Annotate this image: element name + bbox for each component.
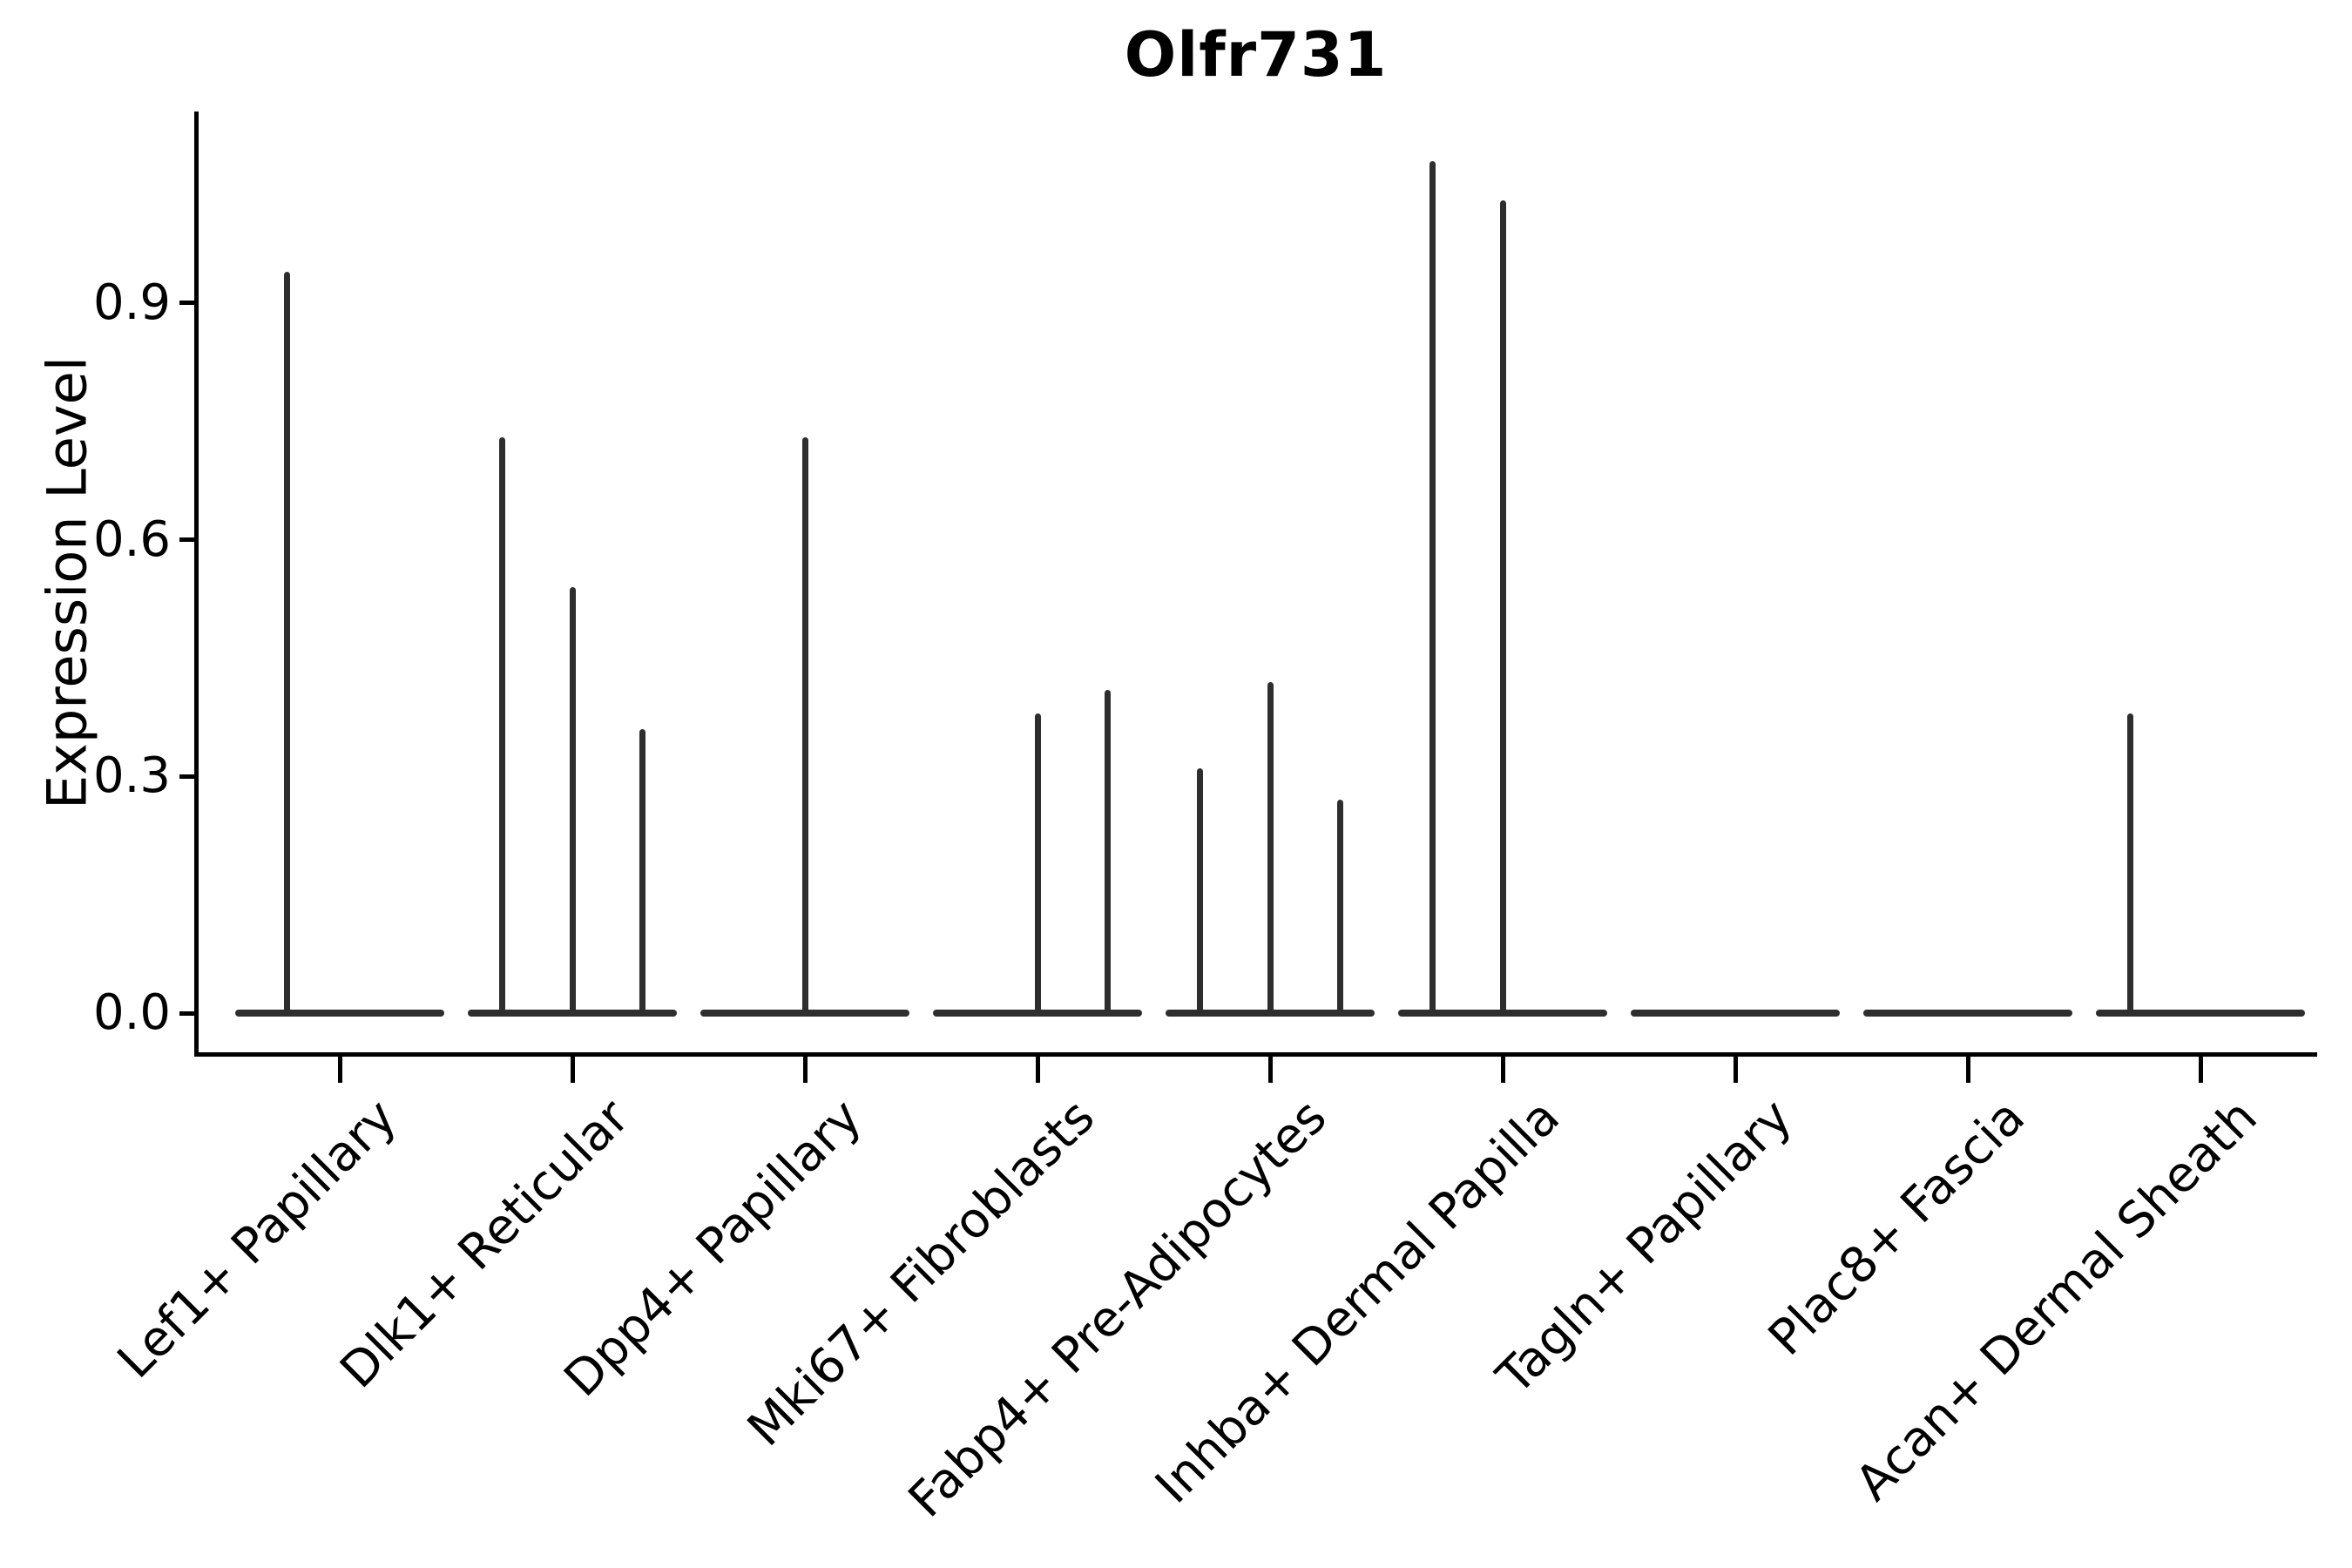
x-axis-spine bbox=[194, 1052, 2317, 1057]
chart-title: Olfr731 bbox=[1124, 19, 1388, 91]
y-tick-label: 0.6 bbox=[92, 510, 171, 568]
violin-spike bbox=[1499, 200, 1506, 1017]
violin-spike bbox=[639, 728, 645, 1017]
violin-spike bbox=[1034, 713, 1041, 1017]
violin-baseline bbox=[1631, 1010, 1840, 1017]
x-tick bbox=[1267, 1055, 1273, 1083]
violin-spike bbox=[1429, 160, 1436, 1017]
y-tick-label: 0.0 bbox=[92, 984, 171, 1041]
violin-spike bbox=[284, 271, 291, 1017]
y-tick-label: 0.9 bbox=[92, 274, 171, 331]
violin-baseline bbox=[2096, 1010, 2305, 1017]
x-tick bbox=[2198, 1055, 2203, 1083]
y-tick-label: 0.3 bbox=[92, 747, 171, 805]
x-tick bbox=[570, 1055, 575, 1083]
violin-spike bbox=[801, 436, 808, 1017]
x-tick bbox=[1035, 1055, 1040, 1083]
violin-baseline bbox=[235, 1010, 444, 1017]
y-tick bbox=[179, 537, 197, 543]
y-axis-spine bbox=[194, 112, 199, 1057]
violin-baseline bbox=[1863, 1010, 2072, 1017]
y-axis-label: Expression Level bbox=[35, 356, 99, 809]
x-tick bbox=[1500, 1055, 1505, 1083]
x-tick-label: Inhba+ Dermal Papilla bbox=[1145, 1088, 1571, 1515]
x-tick-label: Acan+ Dermal Sheath bbox=[1845, 1088, 2268, 1512]
y-tick bbox=[179, 1010, 197, 1016]
x-tick bbox=[337, 1055, 342, 1083]
violin-spike bbox=[1336, 800, 1343, 1017]
violin-spike bbox=[499, 436, 506, 1017]
violin-spike bbox=[2127, 713, 2134, 1017]
y-tick bbox=[179, 774, 197, 779]
x-tick-label: Fabp4+ Pre-Adipocytes bbox=[898, 1088, 1338, 1529]
violin-spike bbox=[1267, 681, 1274, 1017]
x-tick bbox=[1733, 1055, 1738, 1083]
y-tick bbox=[179, 301, 197, 306]
violin-spike bbox=[1197, 768, 1204, 1017]
violin-spike bbox=[569, 586, 576, 1017]
x-tick bbox=[802, 1055, 808, 1083]
x-tick bbox=[1965, 1055, 1970, 1083]
violin-spike bbox=[1104, 689, 1111, 1017]
